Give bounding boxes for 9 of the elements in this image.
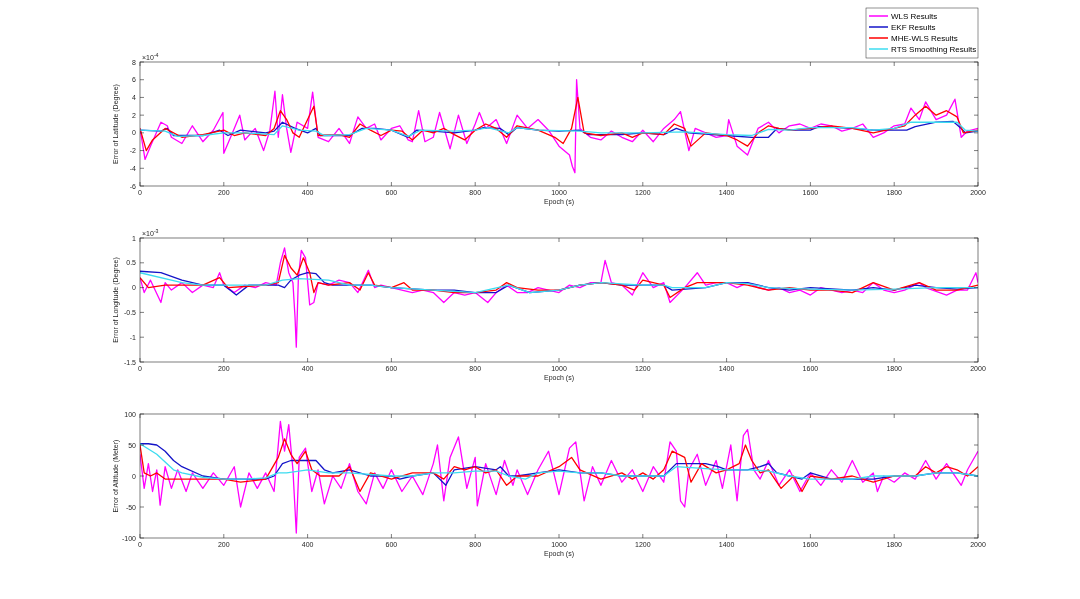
line-series — [140, 254, 978, 299]
legend-label: WLS Results — [891, 12, 938, 21]
legend-label: MHE-WLS Results — [891, 34, 958, 43]
line-series — [140, 79, 978, 174]
legend-label: RTS Smoothing Results — [891, 45, 977, 54]
line-series — [140, 247, 978, 348]
legend-label: EKF Results — [891, 23, 936, 32]
line-series — [140, 438, 978, 493]
line-series — [140, 420, 978, 534]
